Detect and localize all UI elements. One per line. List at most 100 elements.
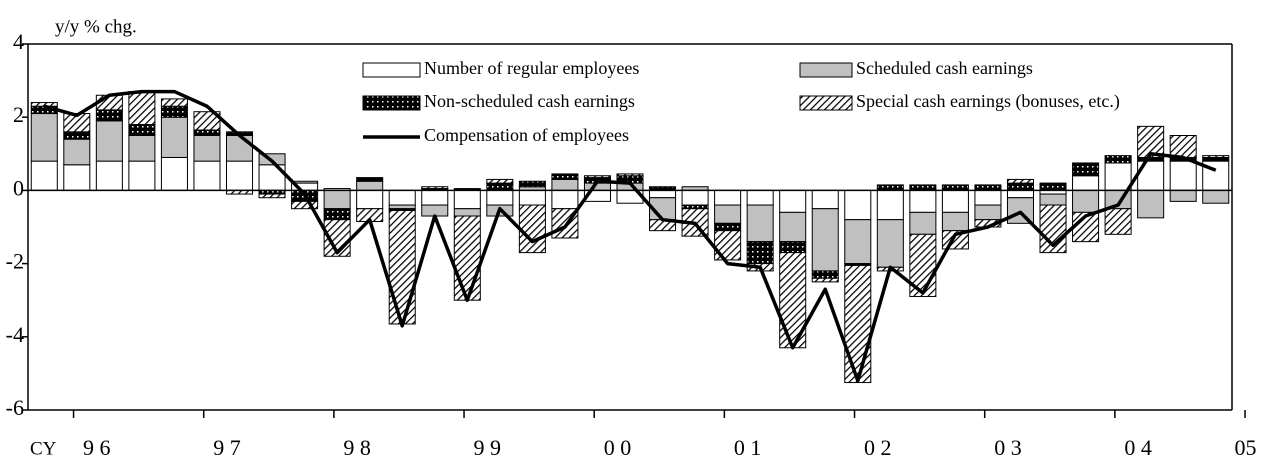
bar (1072, 175, 1100, 191)
bar (1039, 193, 1067, 206)
bar (974, 184, 1002, 191)
bar (974, 189, 1002, 206)
bar (95, 120, 123, 162)
bar (518, 204, 546, 254)
bar (225, 135, 254, 162)
bar (1072, 189, 1100, 213)
x-tick-label: 0 4 (1124, 435, 1152, 460)
bar (746, 189, 774, 206)
x-axis-label: CY (30, 438, 57, 459)
bar (779, 211, 807, 243)
bar (1006, 178, 1035, 184)
bar (811, 189, 839, 210)
bar (63, 164, 91, 191)
bar (681, 204, 709, 210)
bar (974, 204, 1002, 221)
x-tick-label: 0 3 (994, 435, 1022, 460)
bar (291, 200, 319, 210)
bar (1137, 189, 1165, 219)
legend-swatch (799, 62, 853, 78)
bar (225, 160, 254, 191)
bar (844, 219, 872, 265)
bar (1202, 155, 1230, 158)
bar (811, 270, 839, 279)
bar (1104, 208, 1132, 235)
bar (844, 264, 872, 384)
y-tick-label: 2 (13, 102, 24, 127)
bar (128, 160, 156, 191)
bar (551, 178, 579, 191)
bar (1039, 182, 1067, 191)
y-tick-label: 0 (13, 175, 24, 200)
bar (453, 215, 481, 301)
bar (1137, 156, 1165, 162)
bar (356, 189, 384, 210)
bar (388, 210, 416, 325)
bar (30, 160, 58, 191)
x-tick-label: 05 (1234, 435, 1256, 460)
line (43, 89, 1217, 383)
y-tick-label: -2 (6, 249, 24, 274)
bar (811, 277, 839, 283)
bar (941, 211, 969, 232)
bar (95, 160, 123, 191)
x-tick-label: 0 0 (604, 435, 632, 460)
bar (1072, 162, 1100, 177)
bar (909, 189, 937, 213)
bar (63, 138, 91, 166)
legend-label: Non-scheduled cash earnings (424, 91, 635, 111)
bar (1006, 189, 1035, 199)
bar (160, 156, 188, 191)
bar (844, 189, 872, 221)
bar (193, 111, 221, 131)
y-tick-label: -6 (6, 395, 24, 420)
bar (160, 98, 188, 107)
x-tick-label: 0 1 (734, 435, 762, 460)
bar (95, 109, 123, 122)
bar (746, 241, 774, 265)
y-tick-label: -4 (6, 322, 24, 347)
bar (1104, 155, 1132, 164)
legend-swatch (799, 95, 853, 111)
bar (746, 204, 774, 243)
bar (811, 208, 839, 272)
bar (356, 177, 384, 182)
bar (421, 189, 449, 206)
bar (941, 184, 969, 191)
bar (714, 222, 742, 232)
bar (30, 102, 58, 107)
bar (941, 189, 969, 213)
x-tick-label: 9 6 (83, 435, 111, 460)
bar (551, 173, 579, 180)
legend-label: Scheduled cash earnings (856, 58, 1033, 78)
bar (876, 189, 904, 221)
bar (1104, 162, 1132, 191)
bar (193, 129, 221, 136)
bar (518, 180, 546, 188)
bar (1169, 135, 1197, 158)
bar (779, 189, 807, 213)
bar (193, 135, 221, 162)
bar (551, 189, 579, 210)
bar (876, 219, 904, 268)
bar (388, 204, 416, 210)
bar (160, 105, 188, 118)
bar (258, 193, 286, 199)
bar (323, 189, 351, 210)
bar (681, 189, 709, 206)
bar (583, 175, 611, 179)
legend-swatch (362, 95, 421, 111)
bar (714, 230, 742, 261)
bar (128, 124, 156, 136)
bar (128, 135, 156, 162)
x-tick-label: 9 8 (343, 435, 371, 460)
x-tick-label: 9 7 (213, 435, 241, 460)
bar (323, 208, 351, 221)
y-axis-label: y/y % chg. (55, 16, 137, 37)
bar (453, 208, 481, 217)
bar (388, 189, 416, 206)
y-tick-label: 4 (13, 29, 24, 54)
legend-swatch (362, 62, 421, 78)
x-tick-label: 9 9 (474, 435, 502, 460)
